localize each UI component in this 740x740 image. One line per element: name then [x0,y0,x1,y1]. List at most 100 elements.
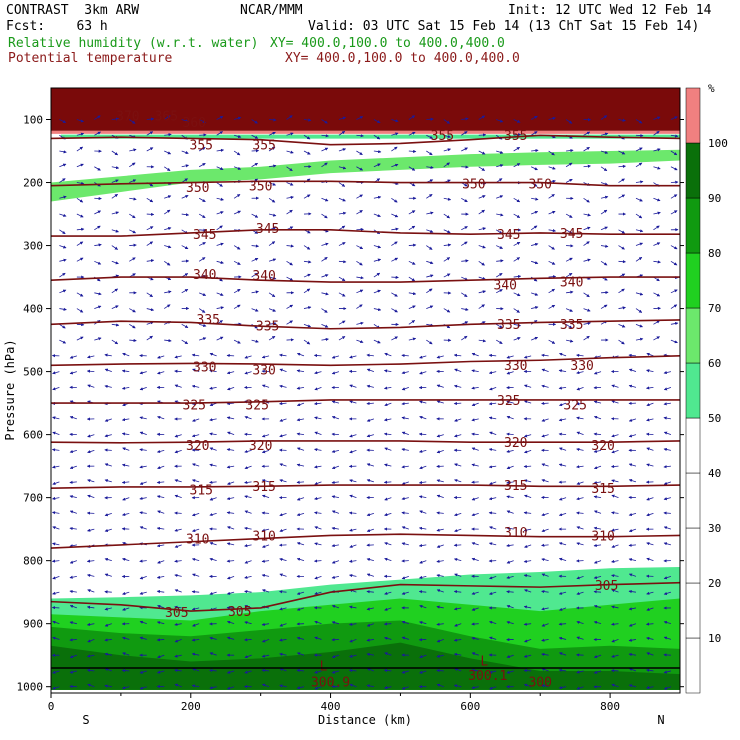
colorbar-swatch [685,417,701,474]
wind-vector [471,542,479,546]
wind-vector [76,197,84,203]
wind-vector [314,465,322,469]
wind-vector [513,337,521,341]
wind-vector [576,481,584,485]
wind-vector [628,418,637,422]
wind-vector [146,147,154,152]
wind-vector [261,449,270,454]
wind-vector [506,543,514,548]
theta-label: 330 [570,359,593,374]
wind-vector [426,211,434,215]
wind-vector [331,415,340,420]
wind-vector [523,479,532,483]
wind-vector [454,418,462,422]
wind-vector [314,542,322,546]
wind-vector [296,591,305,595]
wind-vector [646,352,654,357]
wind-vector [51,559,60,563]
wind-vector [129,148,137,152]
wind-vector [146,131,154,136]
wind-vector [513,257,521,262]
wind-vector [506,526,514,530]
field2-xy: XY= 400.0,100.0 to 400.0,400.0 [285,51,520,66]
wind-vector [523,574,532,578]
wind-vector [279,528,287,533]
wind-vector [122,447,130,451]
valid-time: Valid: 03 UTC Sat 15 Feb 14 (13 ChT Sat … [308,19,700,34]
wind-vector [401,497,409,501]
wind-vector [321,337,329,342]
wind-vector [471,513,479,517]
wind-vector [209,402,217,407]
wind-vector [384,463,392,467]
wind-vector [541,528,549,533]
wind-vector [314,496,322,501]
wind-vector [286,195,294,200]
wind-vector [331,355,340,359]
theta-label: 310 [591,529,614,544]
wind-vector [76,292,84,297]
wind-vector [94,337,102,341]
wind-vector [670,134,679,138]
wind-vector [548,339,556,344]
wind-vector [94,260,102,265]
wind-vector [129,197,137,201]
rh-fill-layer [51,149,680,690]
wind-vector [611,384,619,388]
wind-vector [261,589,270,593]
wind-vector [646,497,654,501]
wind-vector [296,402,305,407]
wind-vector [356,116,364,120]
wind-vector [139,591,147,595]
theta-label: 350 [186,181,209,196]
wind-vector [69,604,77,609]
wind-vector [628,589,637,594]
wind-vector [261,573,270,578]
wind-vector [209,386,217,390]
wind-vector [461,147,468,152]
theta-label: 335 [560,318,583,333]
wind-vector [408,291,417,296]
wind-vector [513,308,520,313]
wind-vector [488,416,497,420]
wind-vector [313,511,322,515]
wind-vector [349,494,357,499]
wind-vector [373,213,381,218]
wind-vector [611,400,619,404]
wind-vector [164,133,172,137]
wind-vector [146,117,155,121]
wind-vector [558,497,567,501]
wind-vector [139,431,147,435]
wind-vector [530,225,538,231]
wind-vector [583,131,591,136]
wind-vector [618,323,626,328]
wind-vector [111,229,120,233]
colorbar-tick-label: 30 [708,522,721,535]
model-title: CONTRAST 3km ARW [6,3,140,18]
wind-vector [192,573,200,577]
theta-label: 330 [504,359,527,374]
wind-vector [513,163,521,168]
wind-vector [244,575,252,579]
wind-vector [628,434,637,438]
wind-vector [401,526,409,530]
wind-vector [104,528,112,532]
wind-vector [251,244,260,248]
low-marker: L [480,654,488,669]
wind-vector [209,512,217,517]
wind-vector [279,353,287,357]
wind-vector [51,496,60,500]
wind-vector [356,321,364,325]
wind-vector [600,182,609,186]
wind-vector [488,371,497,375]
wind-vector [541,479,549,483]
wind-vector [391,227,399,231]
wind-vector [408,320,416,325]
wind-vector [600,209,608,215]
wind-vector [104,513,112,517]
wind-vector [618,178,625,183]
wind-vector [226,448,235,452]
wind-vector [506,465,514,470]
wind-vector [164,115,171,120]
wind-vector [593,465,602,470]
